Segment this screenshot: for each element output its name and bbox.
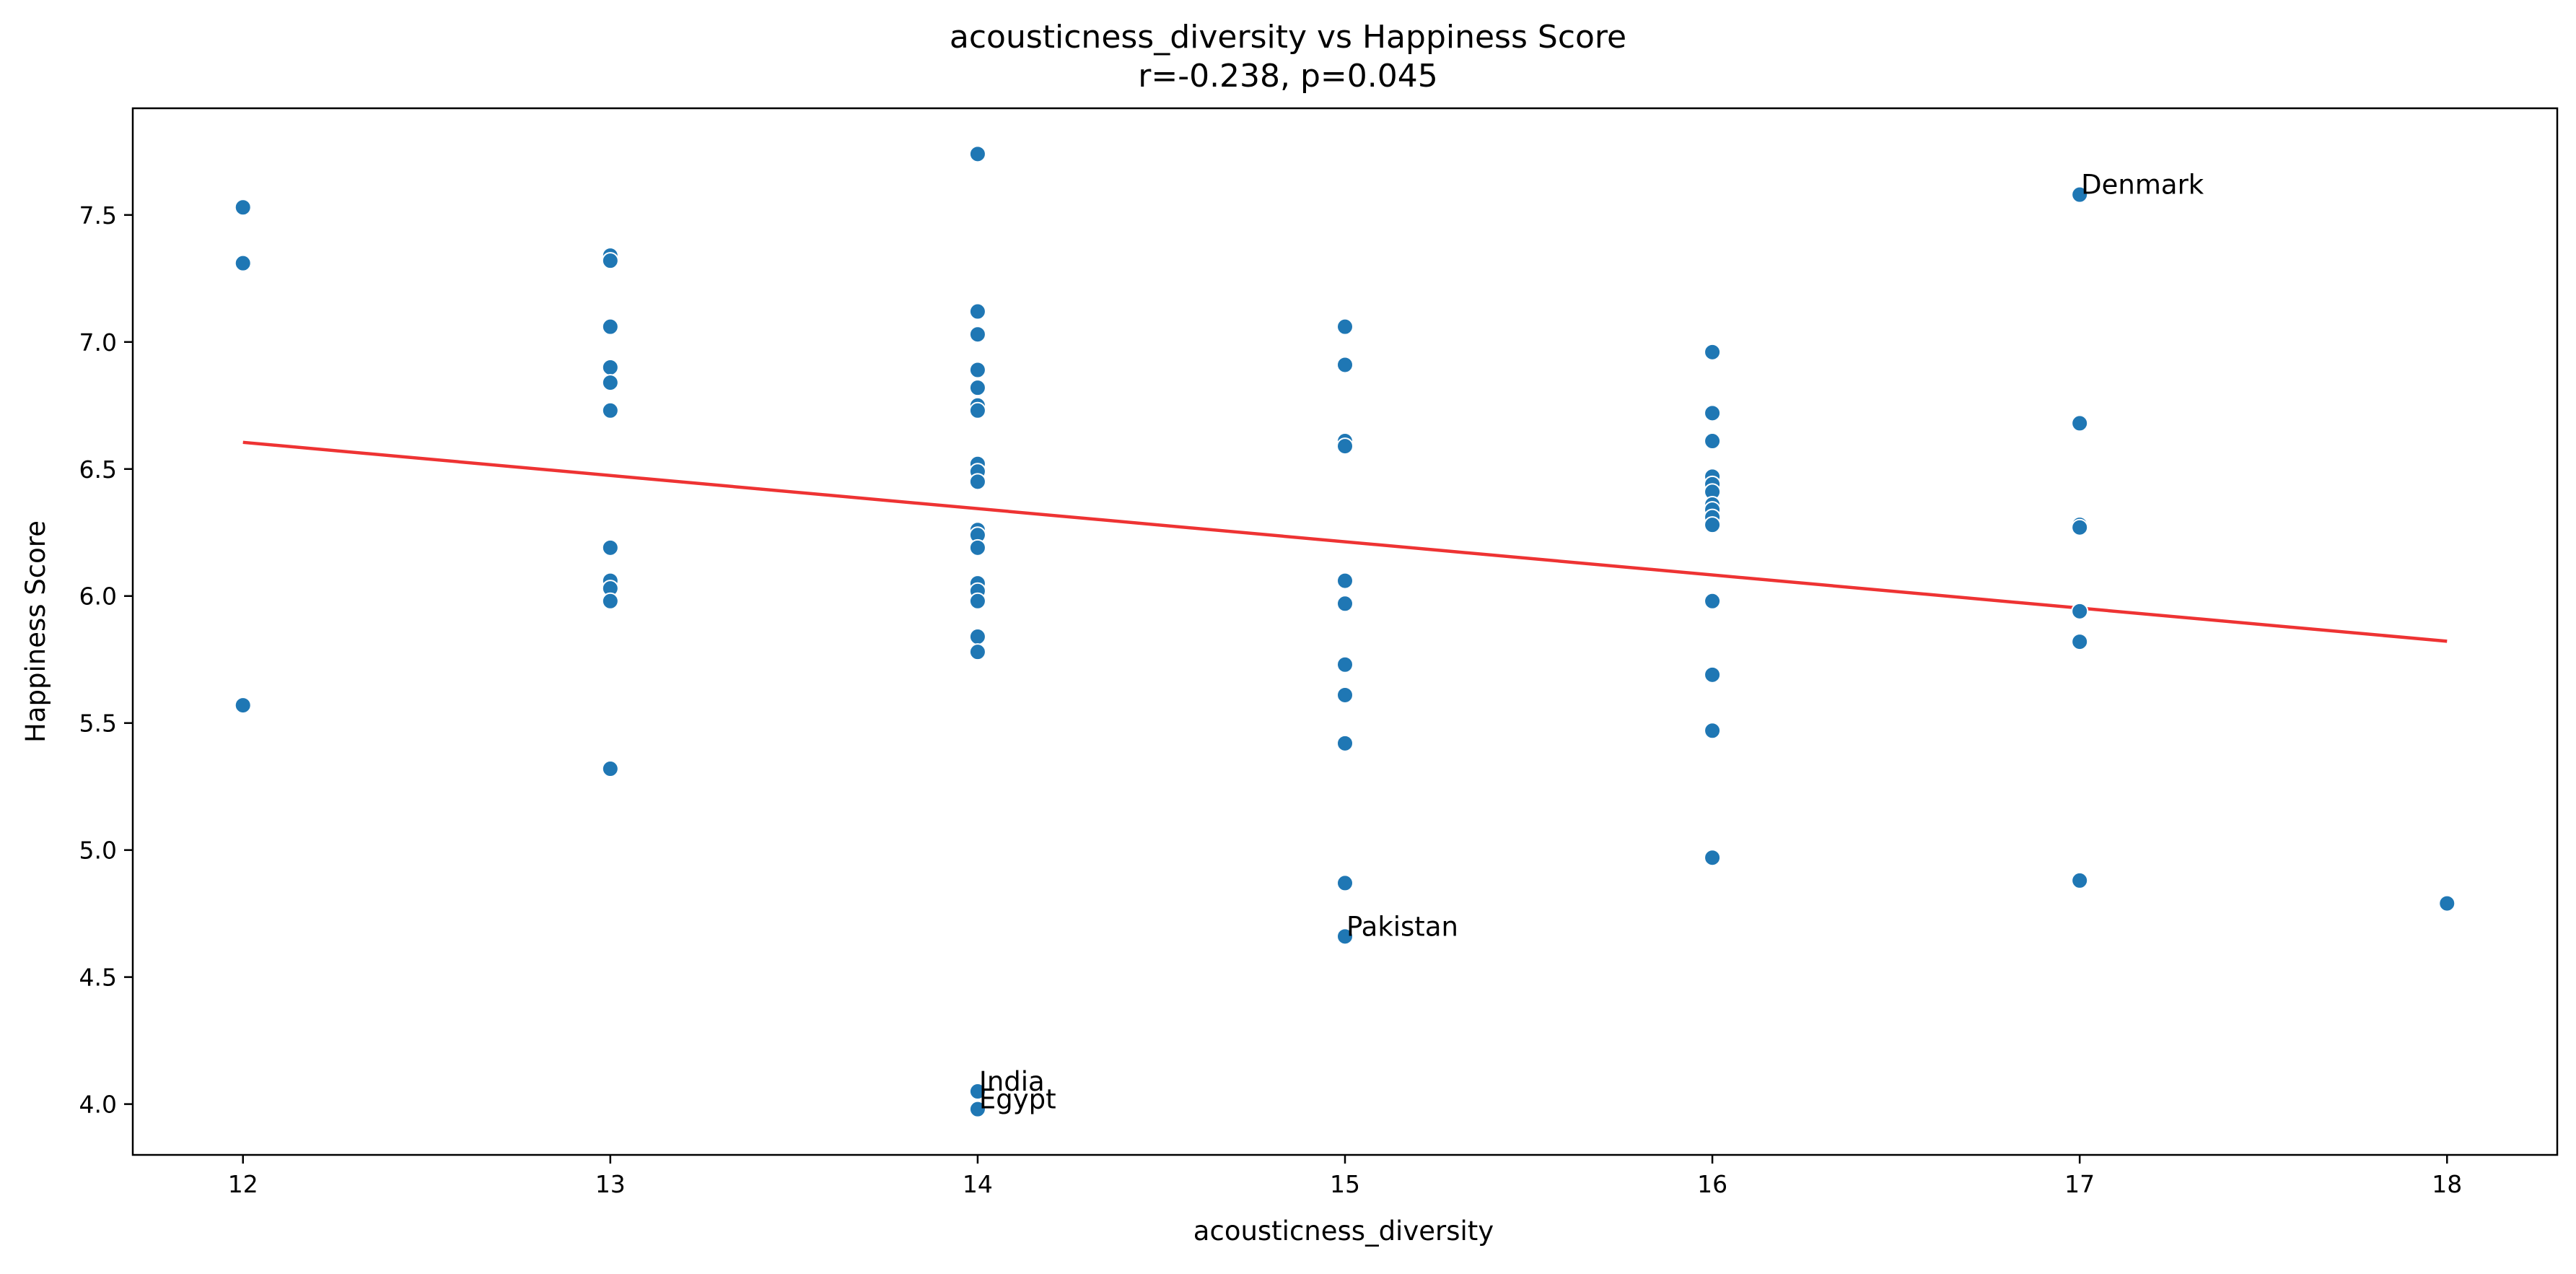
data-point: [968, 326, 986, 344]
y-tick-label: 5.5: [79, 710, 117, 738]
x-axis: 12 13 14 15 16 17 18: [228, 1155, 2462, 1198]
data-point: [1704, 432, 1722, 450]
data-point: [2071, 871, 2089, 889]
data-point: [968, 643, 986, 661]
data-point: [968, 145, 986, 163]
y-tick-label: 4.0: [79, 1091, 117, 1119]
data-point: [968, 1100, 986, 1118]
data-point: [1336, 874, 1354, 892]
data-point: [601, 760, 619, 778]
data-point: [234, 198, 252, 217]
y-tick-label: 6.5: [79, 455, 117, 484]
data-point: [1336, 437, 1354, 455]
point-annotation: Egypt: [979, 1084, 1056, 1115]
data-point: [2071, 633, 2089, 651]
title-group: acousticness_diversity vs Happiness Scor…: [950, 19, 1626, 95]
data-point: [1336, 595, 1354, 613]
y-tick-label: 4.5: [79, 964, 117, 992]
x-tick-label: 14: [963, 1170, 993, 1198]
plot-frame: [131, 107, 2559, 1156]
data-point: [1704, 516, 1722, 534]
data-point: [601, 374, 619, 392]
data-point: [968, 592, 986, 610]
data-point: [968, 361, 986, 379]
data-point: [2071, 186, 2089, 204]
data-point: [601, 252, 619, 270]
data-point: [234, 697, 252, 715]
data-point: [1336, 572, 1354, 590]
data-point: [1704, 666, 1722, 684]
data-point: [2071, 414, 2089, 432]
data-point: [968, 302, 986, 320]
data-point: [1704, 404, 1722, 422]
data-point: [2438, 894, 2456, 912]
point-annotation: Denmark: [2081, 170, 2204, 201]
data-point: [601, 358, 619, 376]
y-axis: 4.0 4.5 5.0 5.5 6.0 6.5 7.0 7.5: [79, 201, 133, 1119]
x-tick-label: 12: [228, 1170, 258, 1198]
y-tick-label: 7.0: [79, 328, 117, 357]
data-point: [968, 379, 986, 397]
points-layer: [234, 145, 2456, 1118]
x-tick-label: 13: [595, 1170, 626, 1198]
y-tick-label: 6.0: [79, 583, 117, 611]
x-axis-label: acousticness_diversity: [1193, 1216, 1494, 1247]
point-annotation: Pakistan: [1346, 911, 1458, 942]
data-point: [1704, 343, 1722, 361]
y-tick-label: 5.0: [79, 837, 117, 865]
data-point: [1336, 928, 1354, 946]
data-point: [968, 1083, 986, 1101]
y-tick-label: 7.5: [79, 201, 117, 230]
data-point: [1336, 356, 1354, 374]
data-point: [968, 628, 986, 646]
data-point: [968, 473, 986, 491]
data-point: [1336, 655, 1354, 673]
data-point: [1336, 734, 1354, 752]
data-point: [2071, 518, 2089, 536]
data-point: [968, 538, 986, 557]
x-tick-label: 15: [1330, 1170, 1360, 1198]
y-axis-label: Happiness Score: [20, 520, 51, 743]
data-point: [2071, 602, 2089, 620]
point-annotation: India: [979, 1066, 1045, 1097]
data-point: [1704, 849, 1722, 867]
data-point: [1704, 722, 1722, 740]
chart-title: acousticness_diversity vs Happiness Scor…: [950, 19, 1626, 56]
data-point: [601, 592, 619, 610]
data-point: [1704, 592, 1722, 610]
x-tick-label: 18: [2432, 1170, 2462, 1198]
data-point: [601, 538, 619, 557]
data-point: [234, 254, 252, 272]
data-point: [968, 401, 986, 419]
data-point: [601, 318, 619, 336]
data-point: [1336, 686, 1354, 704]
chart-subtitle: r=-0.238, p=0.045: [1138, 58, 1438, 95]
data-point: [601, 401, 619, 419]
x-tick-label: 17: [2064, 1170, 2095, 1198]
data-point: [1336, 318, 1354, 336]
x-tick-label: 16: [1697, 1170, 1727, 1198]
